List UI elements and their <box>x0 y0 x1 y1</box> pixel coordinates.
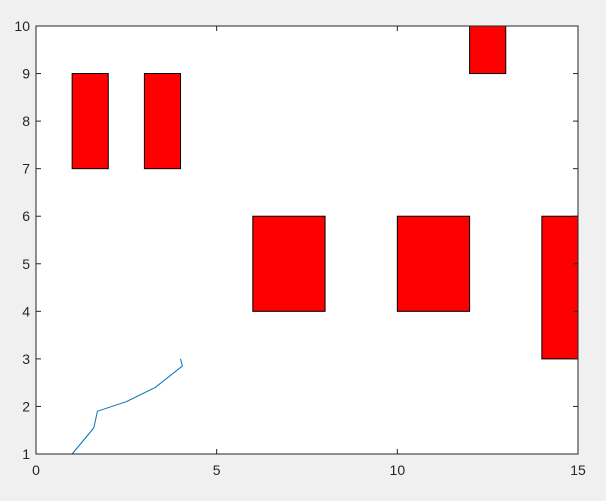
red-rectangle-4 <box>396 215 471 312</box>
x-tick-label: 0 <box>32 462 40 478</box>
marks-layer <box>71 25 579 455</box>
y-tick-label: 8 <box>22 113 30 129</box>
x-tick-label: 5 <box>213 462 221 478</box>
y-tick-label: 9 <box>22 66 30 82</box>
red-rectangle-0 <box>71 73 109 170</box>
y-tick-label: 4 <box>22 303 30 319</box>
y-tick-label: 10 <box>14 18 30 34</box>
y-tick-label: 2 <box>22 398 30 414</box>
x-tick-label: 15 <box>570 462 586 478</box>
y-tick-label: 1 <box>22 446 30 462</box>
axes-layer: 0 5 10 15 1 2 3 4 5 6 7 8 9 10 <box>14 18 586 478</box>
red-rectangle-2 <box>469 25 507 75</box>
red-rectangle-1 <box>143 73 182 170</box>
path-line <box>71 358 183 455</box>
y-tick-label: 6 <box>22 208 30 224</box>
x-tick-label: 10 <box>390 462 406 478</box>
y-tick-label: 5 <box>22 256 30 272</box>
axes-box <box>35 25 579 455</box>
red-rectangle-3 <box>252 215 326 312</box>
y-tick-label: 3 <box>22 351 30 367</box>
y-tick-label: 7 <box>22 161 30 177</box>
red-rectangle-5 <box>541 215 579 360</box>
